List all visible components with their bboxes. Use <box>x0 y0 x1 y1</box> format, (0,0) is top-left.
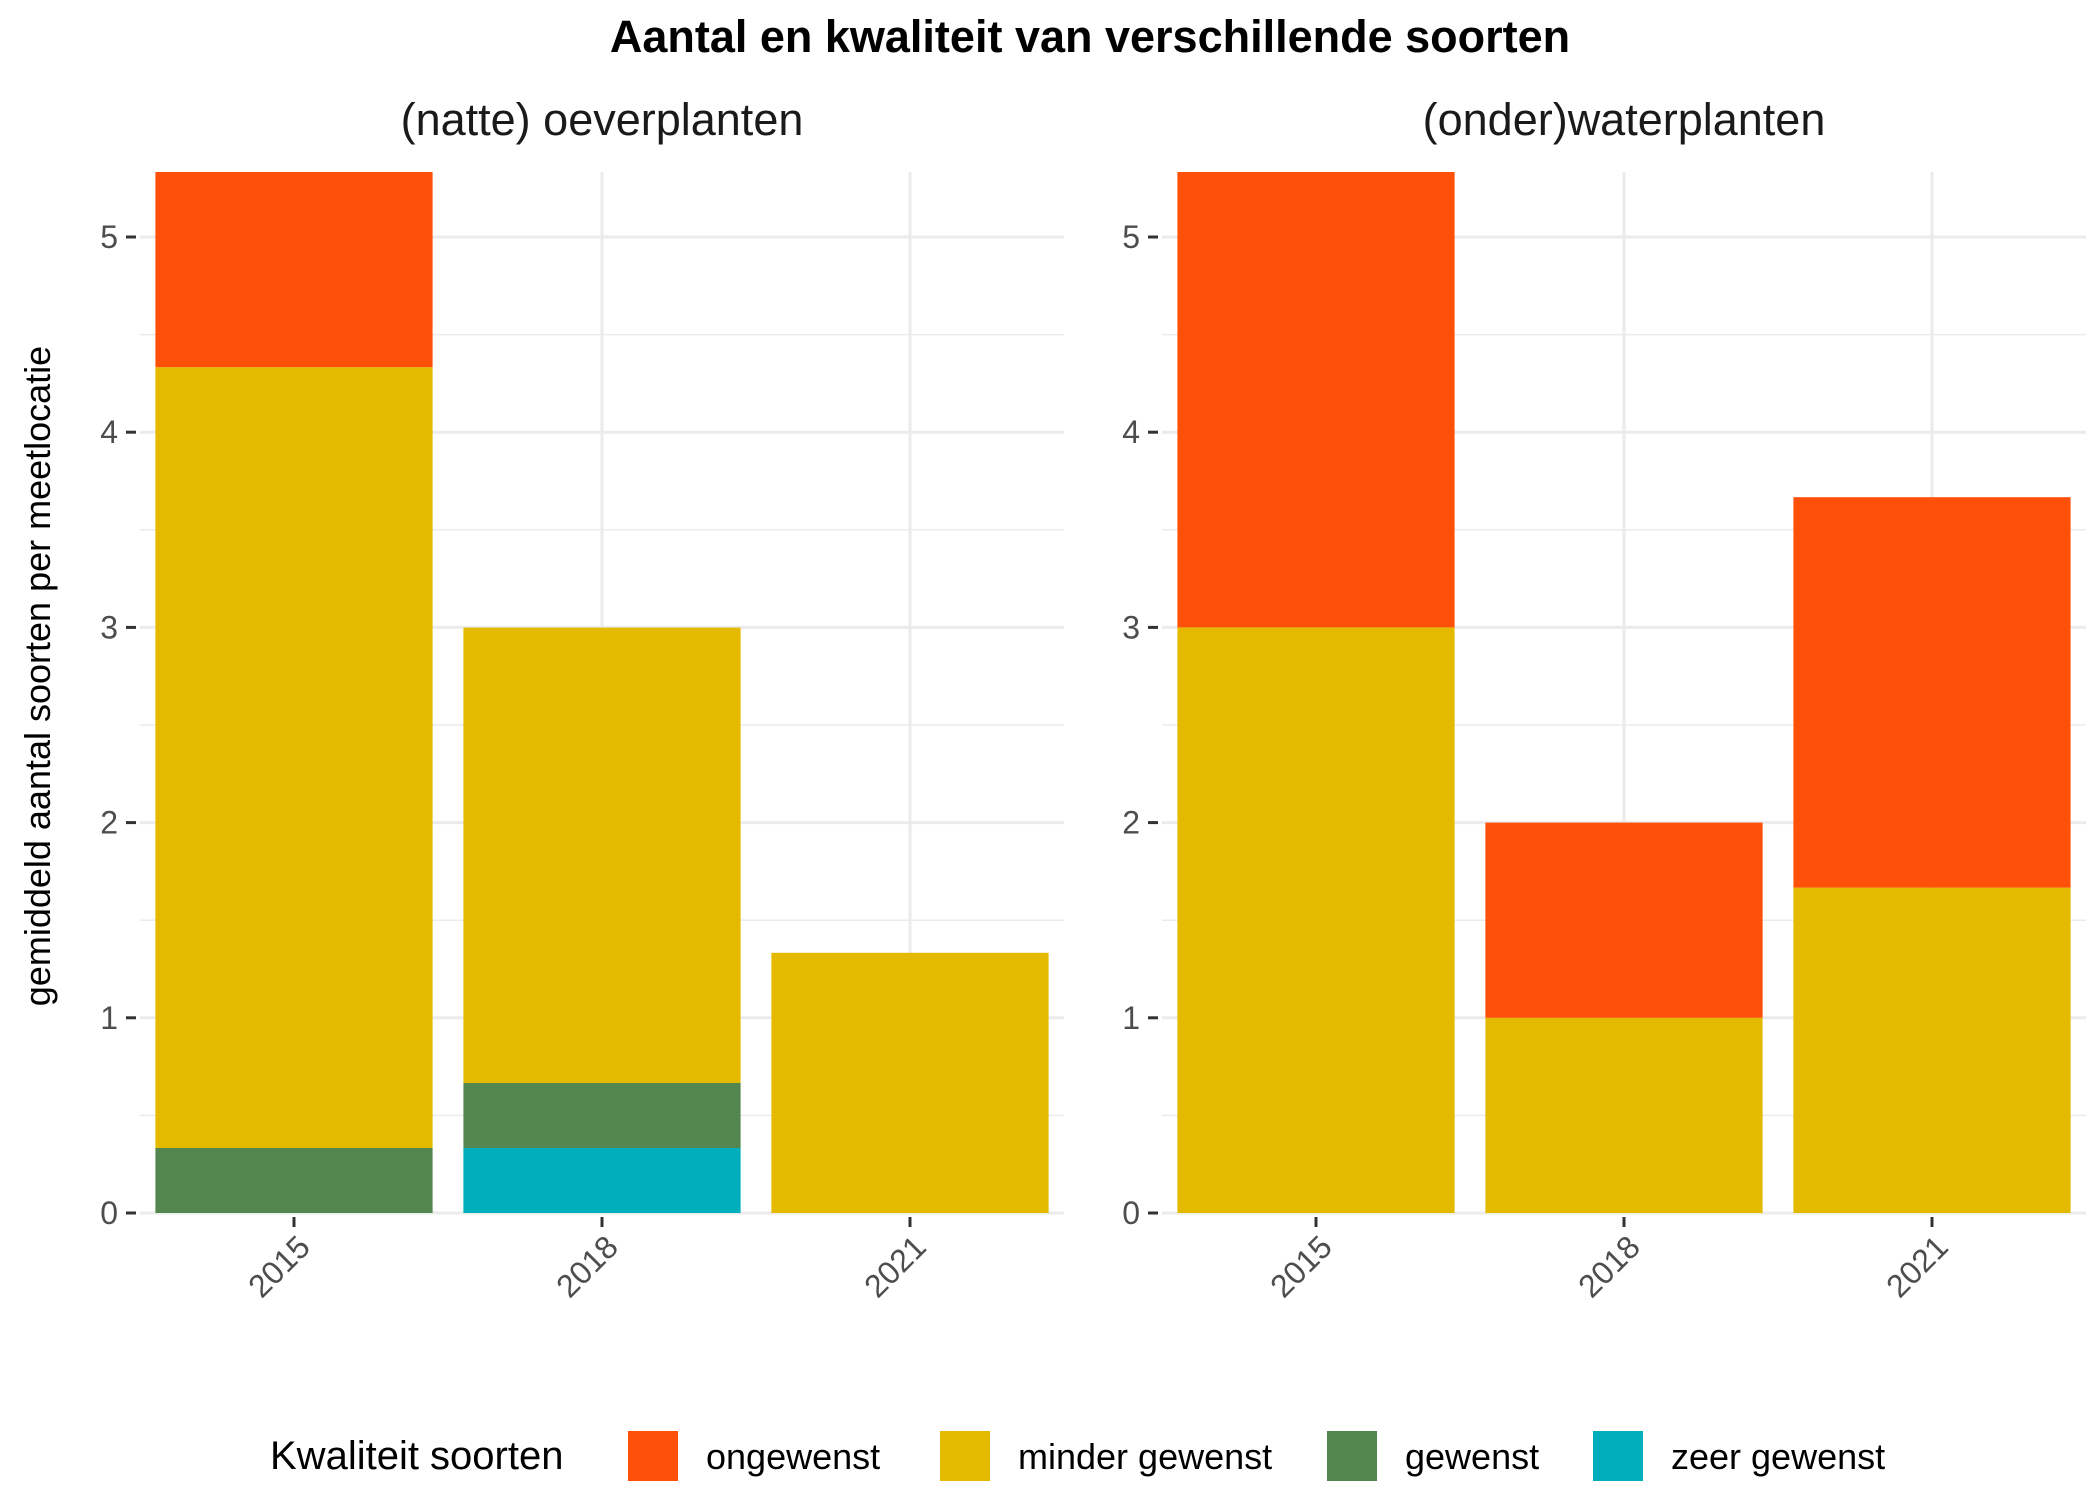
y-tick-label: 0 <box>1122 1195 1140 1231</box>
y-tick-label: 1 <box>100 1000 118 1036</box>
bar-minder-2021 <box>1793 887 2071 1213</box>
legend-key-ongewenst <box>628 1431 678 1481</box>
bar-minder-2021 <box>771 952 1049 1213</box>
y-axis-label: gemiddeld aantal soorten per meetlocatie <box>17 346 58 1006</box>
legend-title: Kwaliteit soorten <box>270 1434 563 1478</box>
chart-title: Aantal en kwaliteit van verschillende so… <box>610 11 1570 62</box>
bar-ongewenst-2021 <box>1793 497 2071 888</box>
bar-minder-2015 <box>155 367 433 1148</box>
y-tick-label: 5 <box>1122 219 1140 255</box>
legend: Kwaliteit soorten ongewenst minder gewenst… <box>270 1431 1885 1481</box>
bar-ongewenst-2018 <box>1485 822 1763 1018</box>
bar-zeer-2018 <box>463 1147 741 1213</box>
y-tick-label: 4 <box>100 414 118 450</box>
legend-label: gewenst <box>1405 1436 1539 1477</box>
y-tick-label: 1 <box>1122 1000 1140 1036</box>
bar-gewenst-2018 <box>463 1082 741 1148</box>
y-tick-label: 4 <box>1122 414 1140 450</box>
bar-minder-2018 <box>463 627 741 1083</box>
panel-title: (natte) oeverplanten <box>401 94 804 145</box>
bar-gewenst-2015 <box>155 1147 433 1213</box>
legend-label: minder gewenst <box>1018 1436 1272 1477</box>
y-tick-label: 2 <box>1122 805 1140 841</box>
legend-label: ongewenst <box>706 1436 880 1477</box>
y-tick-label: 2 <box>100 805 118 841</box>
legend-key-gewenst <box>1327 1431 1377 1481</box>
bar-minder-2018 <box>1485 1017 1763 1213</box>
y-tick-label: 3 <box>100 609 118 645</box>
bar-ongewenst-2015 <box>155 172 433 368</box>
panel-title: (onder)waterplanten <box>1423 94 1826 145</box>
y-tick-label: 5 <box>100 219 118 255</box>
bar-minder-2015 <box>1177 627 1455 1213</box>
bar-ongewenst-2015 <box>1177 172 1455 628</box>
y-tick-label: 3 <box>1122 609 1140 645</box>
legend-label: zeer gewenst <box>1671 1436 1885 1477</box>
legend-key-zeer <box>1593 1431 1643 1481</box>
legend-key-minder <box>940 1431 990 1481</box>
y-tick-label: 0 <box>100 1195 118 1231</box>
